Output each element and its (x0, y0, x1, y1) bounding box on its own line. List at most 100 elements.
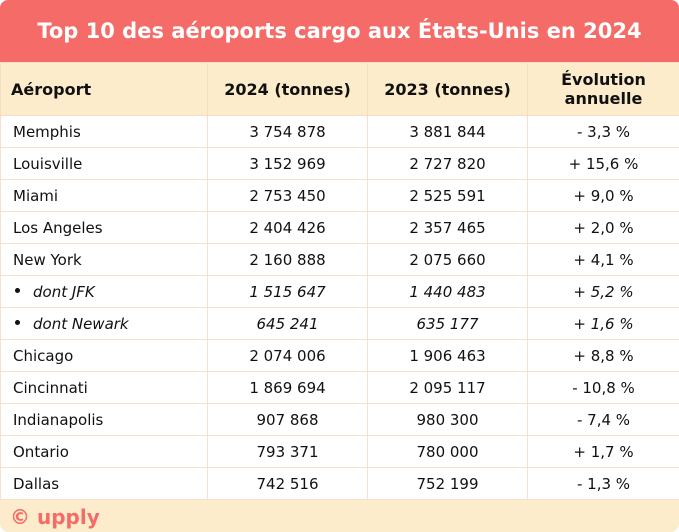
bullet (15, 320, 20, 325)
table-cell: Indianapolis (0, 403, 208, 436)
cell-text: 2 753 450 (249, 186, 326, 205)
table-row: Dallas 742 516 752 199 - 1,3 % (0, 467, 679, 500)
cell-text: 980 300 (416, 410, 479, 429)
table-cell: Dallas (0, 467, 208, 500)
table: Aéroport 2024 (tonnes) 2023 (tonnes) Évolut… (0, 62, 679, 500)
cell-text: + 8,8 % (573, 346, 634, 365)
cell-text: Indianapolis (13, 410, 104, 429)
cell-text: 780 000 (416, 442, 479, 461)
table-cell: Chicago (0, 339, 208, 372)
cell-text: + 2,0 % (573, 218, 634, 237)
cell-text: 2 074 006 (249, 346, 326, 365)
table-cell: 2 404 426 (207, 211, 368, 244)
table-row: dont JFK 1 515 647 1 440 483 + 5,2 % (0, 275, 679, 308)
table-cell: - 7,4 % (527, 403, 679, 436)
table-row: New York 2 160 888 2 075 660 + 4,1 % (0, 243, 679, 276)
cell-text: + 1,6 % (573, 314, 634, 333)
cell-text: - 1,3 % (576, 474, 631, 493)
title: Top 10 des aéroports cargo aux États-Uni… (0, 0, 679, 62)
cell-text: 645 241 (256, 314, 319, 333)
table-row: Indianapolis 907 868 980 300 - 7,4 % (0, 403, 679, 436)
cell-text: + 9,0 % (573, 186, 634, 205)
cell-text: 1 906 463 (409, 346, 486, 365)
column-header: Aéroport (0, 62, 208, 116)
table-row: Chicago 2 074 006 1 906 463 + 8,8 % (0, 339, 679, 372)
cell-text: Ontario (13, 442, 69, 461)
table-cell: Cincinnati (0, 371, 208, 404)
cell-text: dont Newark (33, 314, 129, 333)
column-header: 2024 (tonnes) (207, 62, 368, 116)
table-cell: Los Angeles (0, 211, 208, 244)
cell-text: 1 515 647 (249, 282, 326, 301)
table-cell: + 15,6 % (527, 147, 679, 180)
table-cell: Ontario (0, 435, 208, 468)
table-cell: - 1,3 % (527, 467, 679, 500)
table-cell: 780 000 (367, 435, 528, 468)
table-cell: 1 906 463 (367, 339, 528, 372)
table-row: Cincinnati 1 869 694 2 095 117 - 10,8 % (0, 371, 679, 404)
cell-text: Memphis (13, 122, 81, 141)
cell-text: New York (13, 250, 82, 269)
table-cell: 3 152 969 (207, 147, 368, 180)
cell-text: 793 371 (256, 442, 319, 461)
table-cell: + 2,0 % (527, 211, 679, 244)
table-cell: 2 095 117 (367, 371, 528, 404)
table-cell: 3 754 878 (207, 115, 368, 148)
table-cell: + 1,7 % (527, 435, 679, 468)
cell-text: 752 199 (416, 474, 479, 493)
cell-text: 2 160 888 (249, 250, 326, 269)
cell-text: - 7,4 % (576, 410, 631, 429)
cell-text: - 10,8 % (572, 378, 635, 397)
table-cell: 1 440 483 (367, 275, 528, 308)
cell-text: 3 754 878 (249, 122, 326, 141)
table-cell: 2 525 591 (367, 179, 528, 212)
table-row: dont Newark 645 241 635 177 + 1,6 % (0, 307, 679, 340)
table-cell: 980 300 (367, 403, 528, 436)
cell-text: 1 440 483 (409, 282, 486, 301)
cell-text: 2 075 660 (409, 250, 486, 269)
cell-text: 2 404 426 (249, 218, 326, 237)
table-cell: 2 357 465 (367, 211, 528, 244)
cell-text: Dallas (13, 474, 60, 493)
table-row: Miami 2 753 450 2 525 591 + 9,0 % (0, 179, 679, 212)
table-cell: 2 075 660 (367, 243, 528, 276)
table-cell: - 3,3 % (527, 115, 679, 148)
table-cell: Miami (0, 179, 208, 212)
bullet (15, 288, 20, 293)
table-cell: + 1,6 % (527, 307, 679, 340)
table-cell: New York (0, 243, 208, 276)
table-cell: 2 074 006 (207, 339, 368, 372)
cell-text: + 5,2 % (573, 282, 634, 301)
cell-text: Los Angeles (13, 218, 103, 237)
table-cell: dont JFK (0, 275, 208, 308)
cell-text: 1 869 694 (249, 378, 326, 397)
cell-text: dont JFK (33, 282, 95, 301)
cell-text: Miami (13, 186, 59, 205)
table-cell: + 4,1 % (527, 243, 679, 276)
table-cell: 2 727 820 (367, 147, 528, 180)
table-cell: + 8,8 % (527, 339, 679, 372)
cell-text: 3 152 969 (249, 154, 326, 173)
cell-text: Chicago (13, 346, 74, 365)
table-cell: 793 371 (207, 435, 368, 468)
table-cell: + 5,2 % (527, 275, 679, 308)
table-cell: 907 868 (207, 403, 368, 436)
column-header: Évolution annuelle (527, 62, 679, 116)
cell-text: 2 525 591 (409, 186, 486, 205)
table-cell: - 10,8 % (527, 371, 679, 404)
table-cell: dont Newark (0, 307, 208, 340)
table-cell: 2 753 450 (207, 179, 368, 212)
table-row: Ontario 793 371 780 000 + 1,7 % (0, 435, 679, 468)
table-cell: Louisville (0, 147, 208, 180)
table-cell: 2 160 888 (207, 243, 368, 276)
logo: © upply (10, 505, 100, 529)
table-cell: 635 177 (367, 307, 528, 340)
cell-text: 2 727 820 (409, 154, 486, 173)
cell-text: + 15,6 % (568, 154, 639, 173)
cell-text: 742 516 (256, 474, 319, 493)
table-cell: Memphis (0, 115, 208, 148)
cell-text: Louisville (13, 154, 83, 173)
table-row: Los Angeles 2 404 426 2 357 465 + 2,0 % (0, 211, 679, 244)
cell-text: 2 357 465 (409, 218, 486, 237)
